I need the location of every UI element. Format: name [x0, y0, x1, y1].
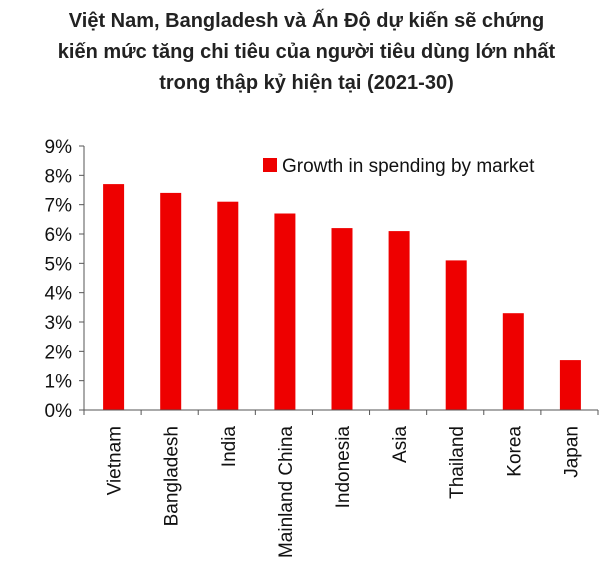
x-tick-label: Bangladesh	[162, 426, 183, 526]
bar-india	[217, 201, 239, 410]
bar-japan	[559, 360, 581, 410]
y-tick-label: 3%	[45, 313, 73, 334]
chart-title: Việt Nam, Bangladesh và Ấn Độ dự kiến sẽ…	[0, 6, 613, 99]
x-tick-label: Mainland China	[276, 426, 297, 558]
y-tick-label: 2%	[45, 342, 73, 363]
bar-indonesia	[331, 228, 353, 410]
legend: Growth in spending by market	[263, 156, 535, 177]
bar-bangladesh	[160, 192, 182, 410]
y-tick-label: 8%	[45, 166, 73, 187]
y-axis: 0% 1% 2% 3% 4% 5% 6% 7% 8% 9%	[45, 137, 85, 422]
x-tick-label: Japan	[561, 426, 582, 478]
y-tick-label: 7%	[45, 196, 73, 217]
bars	[103, 184, 581, 410]
y-tick-label: 0%	[45, 401, 73, 422]
x-axis: Vietnam Bangladesh India Mainland China Indo…	[83, 409, 599, 558]
x-tick-label: Indonesia	[333, 426, 354, 509]
x-tick-label: Korea	[504, 426, 525, 477]
x-tick-label: Vietnam	[105, 426, 126, 495]
chart-title-line-2: kiến mức tăng chi tiêu của người tiêu dù…	[57, 41, 556, 63]
y-tick-label: 4%	[45, 284, 73, 305]
y-tick-label: 5%	[45, 254, 73, 275]
bar-mainland-china	[274, 213, 296, 410]
x-tick-label: Asia	[390, 426, 411, 463]
bar-thailand	[445, 260, 467, 410]
legend-swatch	[263, 158, 277, 172]
y-tick-label: 6%	[45, 225, 73, 246]
bar-asia	[388, 231, 410, 410]
bar-korea	[502, 313, 524, 410]
bar-vietnam	[103, 184, 125, 410]
x-tick-label: Thailand	[447, 426, 468, 499]
y-tick-label: 9%	[45, 137, 73, 158]
x-tick-label: India	[219, 426, 240, 468]
y-tick-label: 1%	[45, 372, 73, 393]
chart-title-line-1: Việt Nam, Bangladesh và Ấn Độ dự kiến sẽ…	[68, 10, 545, 32]
legend-label: Growth in spending by market	[282, 156, 535, 177]
chart-title-line-3: trong thập kỷ hiện tại (2021-30)	[159, 72, 454, 94]
